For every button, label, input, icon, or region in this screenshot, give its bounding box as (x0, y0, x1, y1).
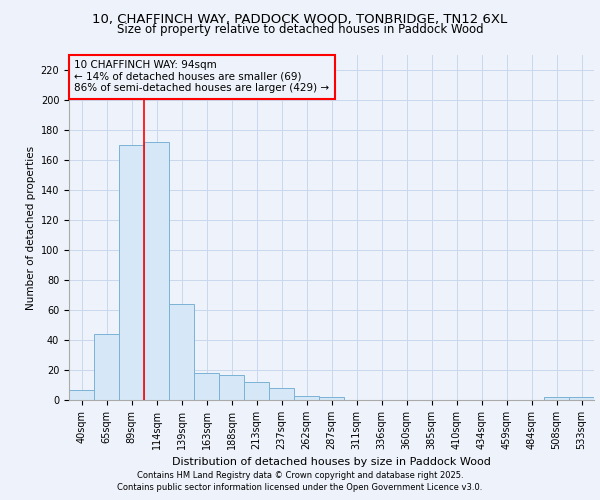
Bar (69, 390, 94, 400)
Bar (294, 396, 319, 400)
Bar (269, 388, 294, 400)
Bar (244, 382, 269, 400)
Bar (94, 334, 119, 400)
Text: 10, CHAFFINCH WAY, PADDOCK WOOD, TONBRIDGE, TN12 6XL: 10, CHAFFINCH WAY, PADDOCK WOOD, TONBRID… (92, 12, 508, 26)
Text: Contains public sector information licensed under the Open Government Licence v3: Contains public sector information licen… (118, 483, 482, 492)
Bar (219, 374, 244, 400)
Bar (544, 397, 569, 400)
Bar (319, 397, 344, 400)
Text: Size of property relative to detached houses in Paddock Wood: Size of property relative to detached ho… (116, 22, 484, 36)
Y-axis label: Number of detached properties: Number of detached properties (26, 146, 37, 310)
Text: Contains HM Land Registry data © Crown copyright and database right 2025.: Contains HM Land Registry data © Crown c… (137, 472, 463, 480)
X-axis label: Distribution of detached houses by size in Paddock Wood: Distribution of detached houses by size … (172, 458, 491, 468)
Bar (119, 145, 144, 400)
Bar (194, 373, 219, 400)
Bar (144, 142, 169, 400)
Bar (169, 304, 194, 400)
Text: 10 CHAFFINCH WAY: 94sqm
← 14% of detached houses are smaller (69)
86% of semi-de: 10 CHAFFINCH WAY: 94sqm ← 14% of detache… (74, 60, 329, 94)
Bar (569, 397, 594, 400)
